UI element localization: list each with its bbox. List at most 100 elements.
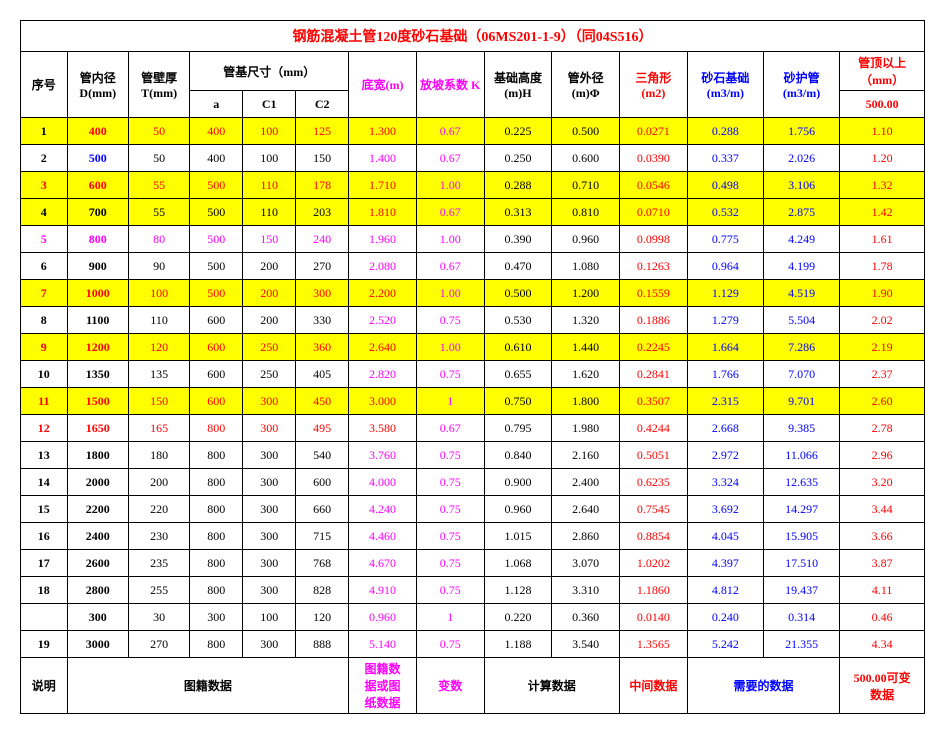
cell-c2: 768 [296, 550, 349, 577]
cell-bh: 0.313 [484, 199, 552, 226]
cell-c1: 150 [243, 226, 296, 253]
cell-a: 600 [190, 334, 243, 361]
cell-bh: 1.188 [484, 631, 552, 658]
cell-a: 800 [190, 631, 243, 658]
cell-tri: 1.1860 [620, 577, 688, 604]
cell-d: 2600 [67, 550, 128, 577]
hdr-sand-base: 砂石基础 (m3/m) [687, 52, 763, 118]
cell-top: 4.34 [840, 631, 925, 658]
cell-sp: 11.066 [763, 442, 839, 469]
cell-k: 1 [416, 604, 484, 631]
cell-sp: 9.385 [763, 415, 839, 442]
cell-seq: 19 [21, 631, 68, 658]
cell-a: 800 [190, 469, 243, 496]
hdr-top-above: 管顶以上 （mm） [840, 52, 925, 91]
cell-sp: 9.701 [763, 388, 839, 415]
cell-t: 270 [128, 631, 189, 658]
cell-t: 200 [128, 469, 189, 496]
cell-bw: 2.080 [349, 253, 417, 280]
cell-a: 800 [190, 415, 243, 442]
cell-bw: 1.810 [349, 199, 417, 226]
cell-a: 400 [190, 118, 243, 145]
hdr-pipe-base: 管基尺寸（mm） [190, 52, 349, 91]
cell-seq: 15 [21, 496, 68, 523]
cell-sb: 2.315 [687, 388, 763, 415]
cell-t: 120 [128, 334, 189, 361]
hdr-base-h: 基础高度 (m)H [484, 52, 552, 118]
cell-sp: 5.504 [763, 307, 839, 334]
cell-t: 50 [128, 145, 189, 172]
cell-seq: 4 [21, 199, 68, 226]
cell-od: 0.500 [552, 118, 620, 145]
cell-a: 500 [190, 199, 243, 226]
cell-od: 0.710 [552, 172, 620, 199]
cell-tri: 0.4244 [620, 415, 688, 442]
cell-seq: 2 [21, 145, 68, 172]
cell-od: 1.440 [552, 334, 620, 361]
cell-t: 110 [128, 307, 189, 334]
cell-t: 255 [128, 577, 189, 604]
cell-c1: 100 [243, 604, 296, 631]
cell-d: 2000 [67, 469, 128, 496]
cell-a: 500 [190, 253, 243, 280]
cell-a: 300 [190, 604, 243, 631]
hdr-outer-dia: 管外径 (m)Φ [552, 52, 620, 118]
cell-a: 600 [190, 307, 243, 334]
cell-t: 30 [128, 604, 189, 631]
cell-sb: 4.397 [687, 550, 763, 577]
cell-bh: 0.960 [484, 496, 552, 523]
cell-c1: 200 [243, 253, 296, 280]
cell-top: 2.78 [840, 415, 925, 442]
cell-od: 0.960 [552, 226, 620, 253]
cell-od: 1.620 [552, 361, 620, 388]
cell-t: 150 [128, 388, 189, 415]
cell-c1: 300 [243, 496, 296, 523]
cell-tri: 1.0202 [620, 550, 688, 577]
ftr-explain: 说明 [21, 658, 68, 714]
cell-bw: 3.760 [349, 442, 417, 469]
hdr-slope-k: 放坡系数 K [416, 52, 484, 118]
ftr-calc: 计算数据 [484, 658, 619, 714]
cell-seq: 17 [21, 550, 68, 577]
cell-bw: 4.670 [349, 550, 417, 577]
cell-bw: 5.140 [349, 631, 417, 658]
ftr-needed: 需要的数据 [687, 658, 839, 714]
cell-od: 1.320 [552, 307, 620, 334]
cell-t: 230 [128, 523, 189, 550]
cell-sp: 15.905 [763, 523, 839, 550]
cell-seq: 13 [21, 442, 68, 469]
cell-t: 220 [128, 496, 189, 523]
cell-bw: 4.240 [349, 496, 417, 523]
cell-sp: 2.026 [763, 145, 839, 172]
ftr-catalog: 图籍数据 [67, 658, 349, 714]
cell-top: 4.11 [840, 577, 925, 604]
cell-k: 0.75 [416, 307, 484, 334]
cell-tri: 0.0140 [620, 604, 688, 631]
cell-d: 700 [67, 199, 128, 226]
cell-seq: 6 [21, 253, 68, 280]
cell-d: 1350 [67, 361, 128, 388]
cell-seq: 16 [21, 523, 68, 550]
cell-a: 800 [190, 496, 243, 523]
cell-bw: 2.200 [349, 280, 417, 307]
cell-top: 1.20 [840, 145, 925, 172]
cell-sb: 1.129 [687, 280, 763, 307]
cell-bw: 2.520 [349, 307, 417, 334]
cell-sp: 4.249 [763, 226, 839, 253]
cell-c2: 600 [296, 469, 349, 496]
cell-d: 1200 [67, 334, 128, 361]
cell-d: 2400 [67, 523, 128, 550]
cell-a: 800 [190, 523, 243, 550]
cell-od: 2.860 [552, 523, 620, 550]
cell-a: 800 [190, 577, 243, 604]
cell-seq: 9 [21, 334, 68, 361]
cell-top: 1.32 [840, 172, 925, 199]
cell-a: 500 [190, 172, 243, 199]
cell-c2: 405 [296, 361, 349, 388]
cell-tri: 0.5051 [620, 442, 688, 469]
cell-sb: 1.664 [687, 334, 763, 361]
cell-c2: 540 [296, 442, 349, 469]
cell-seq: 10 [21, 361, 68, 388]
cell-sp: 3.106 [763, 172, 839, 199]
cell-c2: 150 [296, 145, 349, 172]
